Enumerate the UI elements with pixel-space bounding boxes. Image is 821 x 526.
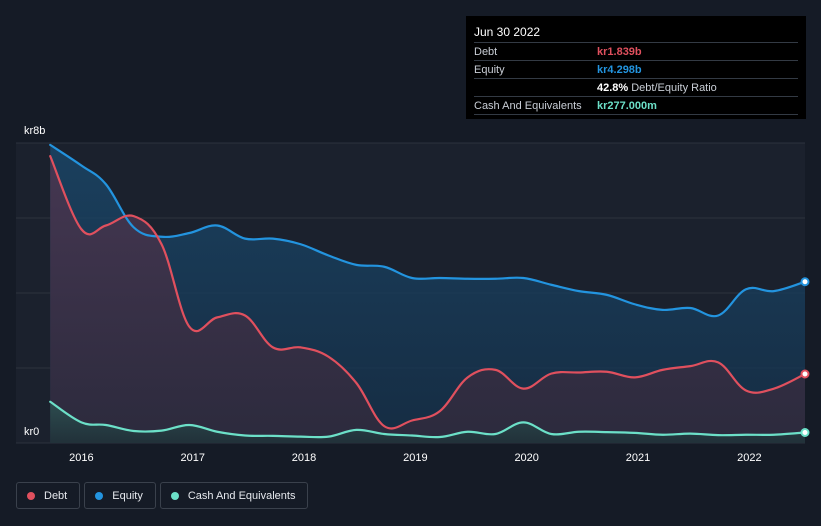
legend-debt-dot-icon (27, 491, 35, 500)
debt-line (49, 155, 807, 430)
x-tick-label: 2019 (403, 452, 427, 464)
legend-equity-dot-icon (95, 491, 104, 500)
x-tick-label: 2018 (292, 452, 316, 464)
legend-equity-label: Equity (112, 489, 143, 502)
tooltip-debt-label: Debt (474, 45, 498, 58)
tooltip-debt-value: kr1.839b (597, 45, 642, 58)
legend-item-debt[interactable]: Debt (16, 482, 81, 509)
tooltip-panel: Jun 30 2022 Debt kr1.839b Equity kr4.298… (466, 16, 806, 119)
tooltip-equity-value: kr4.298b (597, 63, 642, 76)
tooltip-ratio-label: Debt/Equity Ratio (631, 81, 717, 94)
legend-item-cash[interactable]: Cash And Equivalents (159, 482, 309, 509)
tooltip-row-debt: Debt kr1.839b (474, 42, 798, 60)
tooltip-row-equity: Equity kr4.298b (474, 60, 798, 78)
cash-line (49, 400, 807, 439)
y-tick-label: kr8b (24, 125, 45, 137)
axis-labels: kr8b kr0 2016 2017 2018 2019 2020 2021 2022 (24, 125, 762, 464)
tooltip-row-ratio: 42.8% Debt/Equity Ratio (474, 78, 798, 96)
tooltip-date: Jun 30 2022 (474, 25, 541, 39)
cash-end-marker (800, 428, 810, 437)
x-tick-label: 2017 (180, 452, 204, 464)
x-tick-label: 2022 (737, 452, 761, 464)
tooltip-cash-label: Cash And Equivalents (474, 99, 582, 112)
debt-end-marker (800, 369, 810, 379)
x-tick-label: 2020 (514, 452, 538, 464)
legend-cash-dot-icon (170, 491, 179, 500)
legend-cash-label: Cash And Equivalents (187, 489, 296, 502)
tooltip-row-cash: Cash And Equivalents kr277.000m (474, 96, 798, 115)
debt-area (50, 156, 806, 443)
y-tick-label: kr0 (24, 426, 39, 438)
equity-line (49, 143, 807, 318)
legend-debt-label: Debt (44, 489, 68, 502)
chart-legend: Debt Equity Cash And Equivalents (16, 482, 309, 509)
x-tick-label: 2016 (69, 452, 93, 464)
x-tick-label: 2021 (626, 452, 650, 464)
equity-end-marker (800, 277, 810, 287)
series-end-markers (800, 277, 810, 437)
tooltip-cash-value: kr277.000m (597, 99, 657, 112)
tooltip-ratio-value: 42.8% (597, 81, 629, 94)
tooltip-equity-label: Equity (474, 63, 505, 76)
legend-item-equity[interactable]: Equity (84, 482, 156, 509)
series-lines (49, 143, 807, 439)
